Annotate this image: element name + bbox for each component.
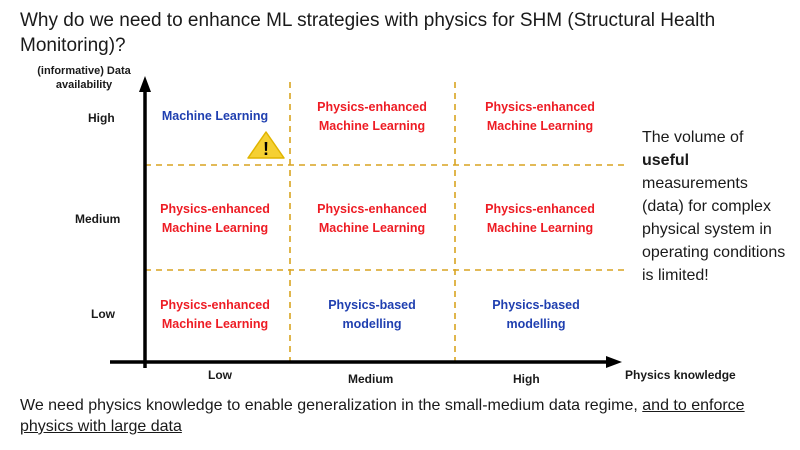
slide-title: Why do we need to enhance ML strategies … [20,10,716,56]
cell-line: Physics-enhanced [160,298,270,312]
footer-plain: We need physics knowledge to enable gene… [20,397,638,414]
cell-line: modelling [506,317,566,331]
cell-line: Machine Learning [318,221,426,235]
cell-line: Physics-enhanced [160,202,270,216]
footer-underlined: and to enforce physics with large data [20,397,745,435]
cell-line: Machine Learning [161,109,269,123]
y-axis-arrowhead [139,76,151,92]
x-tick-medium: Medium [348,372,394,386]
cell-high-high: Physics-enhanced Machine Learning [460,98,620,136]
cell-line: Physics-enhanced [317,100,427,114]
x-tick-low: Low [208,368,232,382]
cell-medium-medium: Physics-enhanced Machine Learning [292,200,452,238]
warning-glyph: ! [263,139,269,159]
side-note: The volume of useful measurements (data)… [642,126,792,287]
cell-medium-high: Physics-enhanced Machine Learning [460,200,620,238]
cell-line: Machine Learning [486,119,594,133]
cell-line: Machine Learning [161,317,269,331]
x-tick-high: High [513,372,540,386]
y-tick-medium: Medium [75,212,121,226]
y-axis-label: (informative) Data availability [37,65,131,91]
x-axis-label: Physics knowledge [625,368,736,382]
cell-low-medium: Physics-based modelling [292,296,452,334]
cell-line: Physics-based [492,298,580,312]
cell-medium-low: Physics-enhanced Machine Learning [135,200,295,238]
warning-icon: ! [247,131,285,159]
cell-low-high: Physics-based modelling [456,296,616,334]
side-note-part1: The volume of [642,129,744,146]
cell-high-medium: Physics-enhanced Machine Learning [292,98,452,136]
side-note-bold: useful [642,152,690,169]
y-tick-low: Low [91,307,115,321]
cell-line: Physics-based [328,298,416,312]
cell-line: Physics-enhanced [485,202,595,216]
cell-low-low: Physics-enhanced Machine Learning [135,296,295,334]
cell-line: Machine Learning [486,221,594,235]
cell-high-low: Machine Learning [135,107,295,126]
footer-text: We need physics knowledge to enable gene… [20,395,780,437]
y-tick-high: High [88,111,115,125]
cell-line: modelling [342,317,402,331]
cell-line: Machine Learning [318,119,426,133]
side-note-part2: measurements (data) for complex physical… [642,175,786,284]
cell-line: Physics-enhanced [485,100,595,114]
cell-line: Machine Learning [161,221,269,235]
x-axis-arrowhead [606,356,622,368]
cell-line: Physics-enhanced [317,202,427,216]
